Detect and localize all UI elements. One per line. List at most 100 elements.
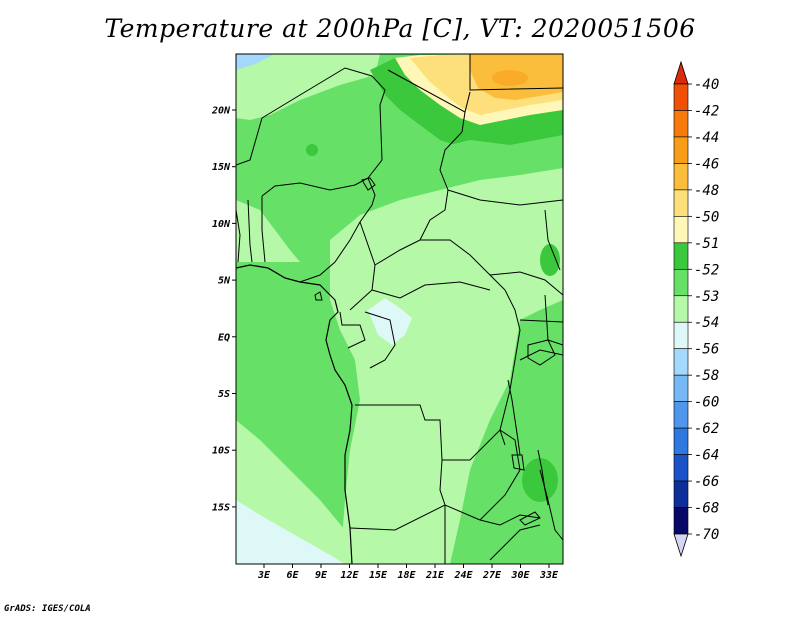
lat-tick-label: 5S	[218, 389, 230, 400]
colorbar-box	[673, 242, 689, 270]
boundary-angola-north	[355, 404, 443, 461]
colorbar-box	[673, 348, 689, 376]
colorbar-label: -70	[694, 527, 719, 543]
lon-tick-label: 27E	[482, 570, 502, 581]
colorbar-box	[673, 268, 689, 297]
boundary-car-drc	[371, 281, 491, 299]
colorbar-bottom-triangle	[673, 533, 689, 558]
boundary-niger-chad	[261, 67, 386, 179]
boundary-congo	[364, 311, 396, 369]
boundary-egypt-sudan	[469, 54, 563, 91]
coast-bioko	[314, 291, 323, 301]
colorbar-box	[673, 480, 689, 508]
field-blue-nw-corner	[236, 54, 275, 70]
lon-tick-label: 15E	[369, 570, 388, 581]
boundary-west-africa	[236, 117, 263, 166]
colorbar-label: -42	[694, 103, 719, 119]
lake-tanganyika	[507, 379, 521, 456]
colorbar-label: -56	[694, 342, 719, 358]
chart-title: Temperature at 200hPa [C], VT: 202005150…	[104, 14, 696, 43]
boundary-angola-south	[349, 504, 481, 531]
colorbar-box	[673, 454, 689, 482]
coastline-west	[236, 264, 353, 564]
colorbar-label: -66	[694, 474, 719, 490]
map-frame	[235, 53, 564, 565]
lake-mweru	[511, 454, 525, 471]
boundary-nigeria	[261, 177, 376, 283]
colorbar-top-triangle	[673, 60, 689, 85]
field-light-green-west	[236, 200, 300, 262]
lon-tick-label: 30E	[510, 570, 530, 581]
field-light-green-northwest	[236, 54, 380, 120]
colorbar-box	[673, 189, 689, 217]
colorbar-label: -51	[694, 236, 719, 252]
lat-tick-label: 15N	[212, 162, 231, 173]
lake-malawi	[537, 449, 549, 506]
colorbar-box	[673, 374, 689, 402]
boundary-zambia-south	[479, 514, 541, 526]
lat-tick-label: 10S	[212, 446, 230, 457]
credit-text: GrADS: IGES/COLA	[4, 604, 91, 614]
boundary-tanzania	[519, 349, 563, 361]
colorbar-box	[673, 216, 689, 244]
boundary-ghana	[236, 209, 241, 263]
boundary-libya-east	[464, 91, 471, 113]
colorbar-label: -48	[694, 183, 719, 199]
colorbar-label: -60	[694, 395, 719, 411]
colorbar-box	[673, 321, 689, 350]
lat-tick-label: 5N	[218, 276, 231, 287]
lake-chad	[361, 177, 376, 191]
lake-kariba	[519, 511, 541, 526]
lon-tick-label: 12E	[340, 570, 359, 581]
boundary-south-sudan	[447, 189, 563, 206]
colorbar-label: -52	[694, 262, 719, 278]
colorbar-label: -44	[694, 130, 719, 146]
boundary-ethiopia	[544, 209, 561, 271]
lat-tick-label: EQ	[218, 332, 230, 343]
lon-tick-label: 33E	[539, 570, 559, 581]
field-light-green-central	[330, 168, 563, 564]
lat-tick-label: 15S	[212, 502, 230, 513]
lat-tick-label: 10N	[212, 219, 231, 230]
country-boundaries	[236, 54, 563, 564]
temperature-field	[236, 54, 563, 564]
colorbar-label: -53	[694, 289, 719, 305]
colorbar-label: -54	[694, 315, 719, 331]
lon-tick-label: 6E	[286, 570, 299, 581]
colorbar-label: -46	[694, 156, 719, 172]
colorbar-label: -50	[694, 209, 719, 225]
boundary-togo	[247, 199, 253, 263]
colorbar-box	[673, 163, 689, 191]
boundary-zimbabwe	[489, 524, 541, 561]
boundary-zambia	[442, 429, 521, 521]
colorbar: -40 -42 -44 -46 -48 -50 -51 -52 -53 -54 -56 -58 -60 -…	[673, 60, 719, 558]
lake-victoria	[527, 339, 556, 366]
colorbar-box	[673, 136, 689, 164]
field-dark-green-patch-2	[306, 144, 318, 156]
colorbar-box	[673, 83, 689, 111]
colorbar-label: -40	[694, 77, 719, 93]
boundary-uganda	[519, 319, 563, 323]
colorbar-box	[673, 507, 689, 535]
lon-tick-label: 24E	[453, 570, 473, 581]
lat-tick-label: 20N	[211, 106, 231, 117]
boundary-gabon	[339, 311, 366, 349]
lon-tick-label: 9E	[315, 570, 328, 581]
field-dark-green-patch-1	[522, 458, 558, 502]
boundary-benin	[261, 196, 266, 263]
colorbar-label: -64	[694, 448, 719, 464]
lon-tick-label: 21E	[425, 570, 445, 581]
lon-tick-label: 3E	[257, 570, 271, 581]
field-orange-core	[492, 70, 528, 86]
boundary-south-sudan-south	[489, 271, 563, 296]
colorbar-box	[673, 295, 689, 323]
lon-tick-label: 18E	[397, 570, 416, 581]
field-dark-green-patch-3	[540, 244, 560, 276]
boundary-angola-east	[439, 459, 446, 506]
boundary-cameroon-car	[349, 221, 376, 311]
field-cyan-southwest	[236, 500, 345, 564]
colorbar-label: -58	[694, 368, 719, 384]
colorbar-box	[673, 427, 689, 455]
colorbar-box	[673, 401, 689, 429]
colorbar-box	[673, 110, 689, 138]
